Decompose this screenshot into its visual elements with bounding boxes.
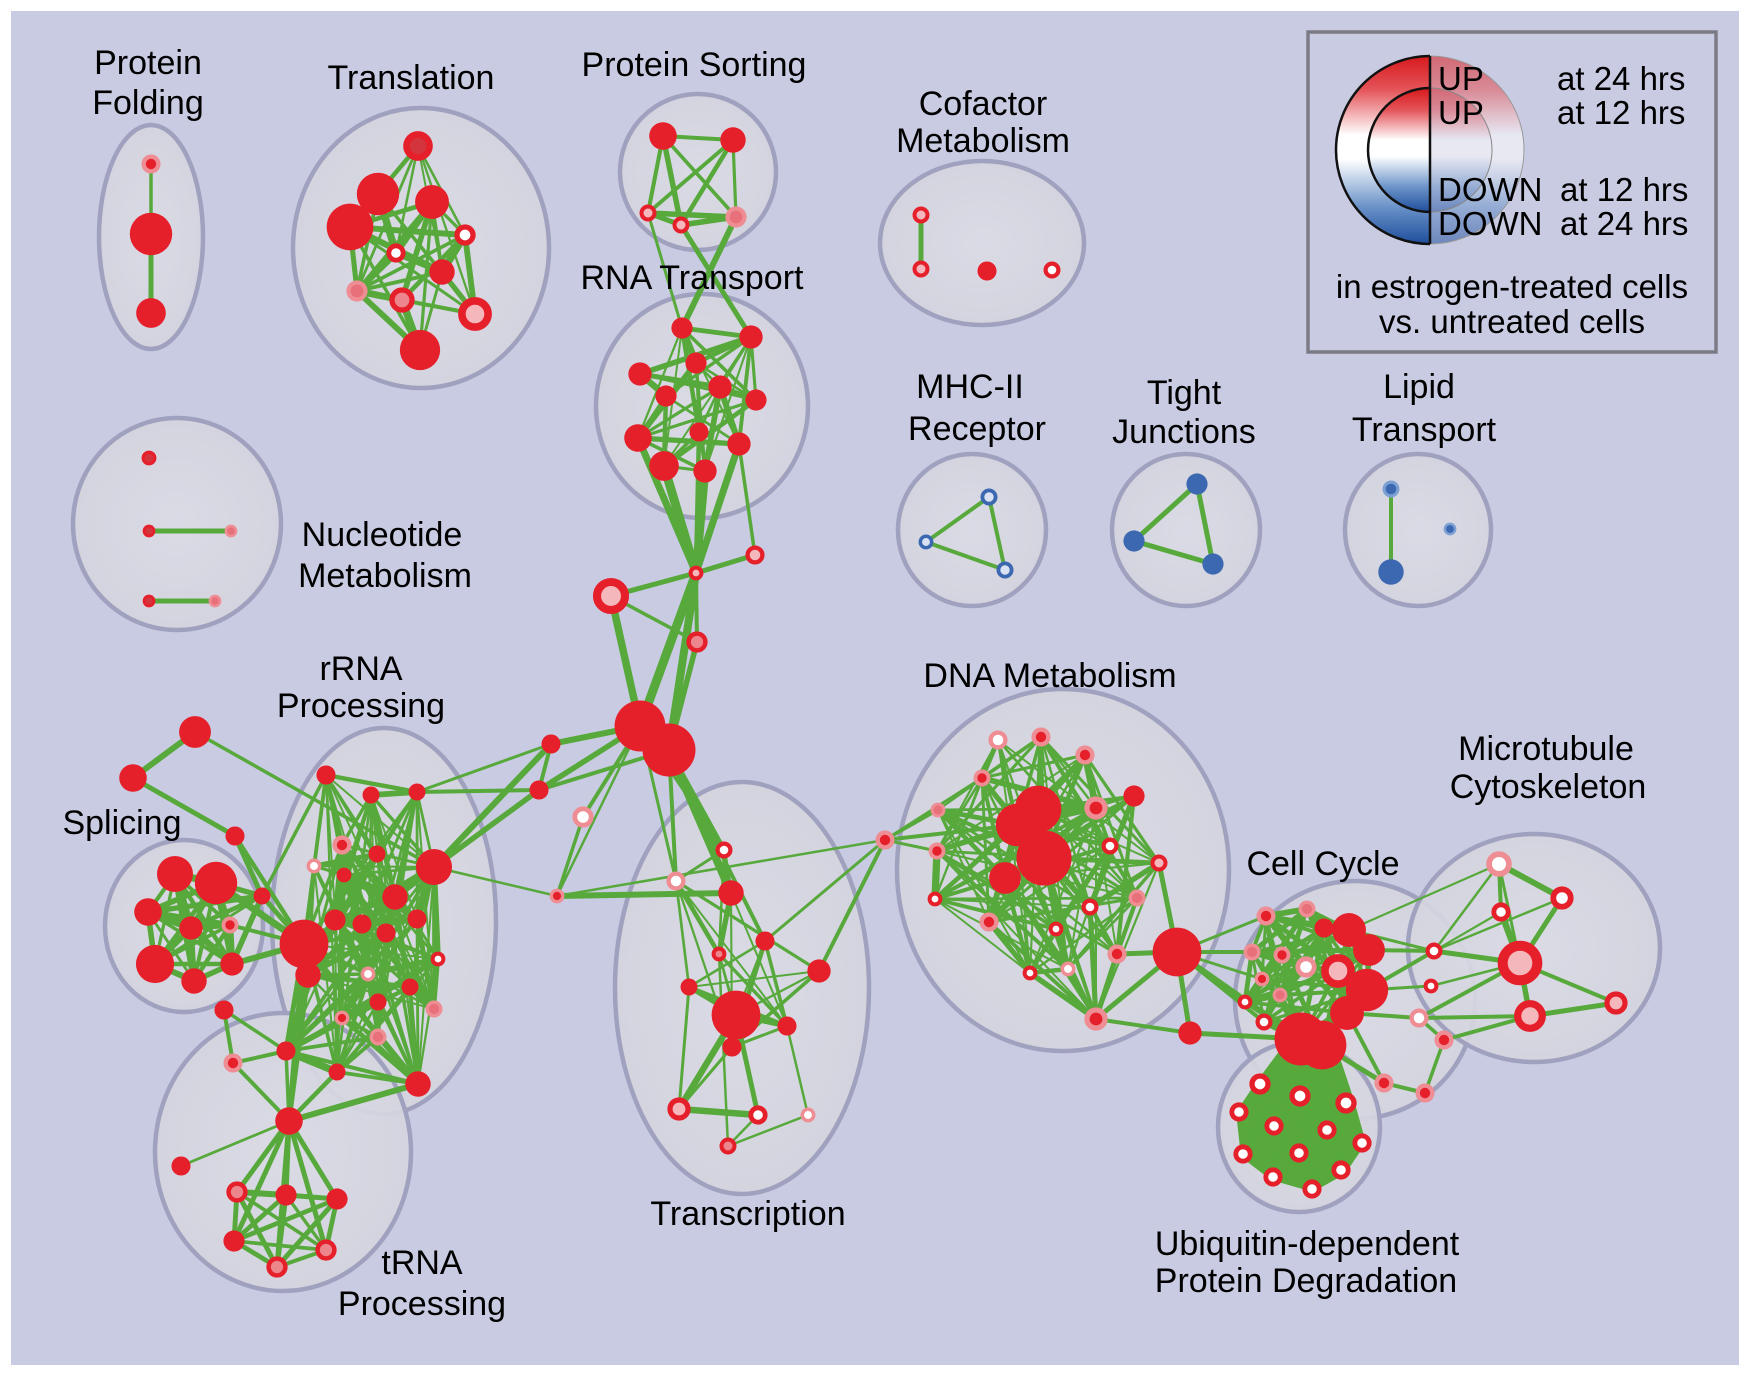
svg-text:Metabolism: Metabolism [298, 557, 472, 595]
svg-text:vs. untreated cells: vs. untreated cells [1379, 303, 1645, 340]
svg-text:Metabolism: Metabolism [896, 122, 1070, 160]
svg-text:DOWN: DOWN [1438, 171, 1542, 208]
svg-text:Processing: Processing [338, 1285, 506, 1323]
svg-text:Nucleotide: Nucleotide [302, 516, 463, 554]
svg-text:Tight: Tight [1147, 374, 1222, 412]
svg-text:Cofactor: Cofactor [919, 85, 1048, 123]
svg-text:DOWN: DOWN [1438, 205, 1542, 242]
svg-text:rRNA: rRNA [319, 650, 402, 688]
svg-text:at 24 hrs: at 24 hrs [1557, 60, 1685, 97]
svg-text:at 24 hrs: at 24 hrs [1560, 205, 1688, 242]
svg-text:Ubiquitin-dependent: Ubiquitin-dependent [1155, 1225, 1460, 1263]
svg-text:Transcription: Transcription [650, 1195, 845, 1233]
svg-text:Microtubule: Microtubule [1458, 730, 1634, 768]
svg-text:Protein Degradation: Protein Degradation [1155, 1262, 1457, 1300]
svg-text:Receptor: Receptor [908, 410, 1046, 448]
svg-text:MHC-II: MHC-II [916, 368, 1024, 406]
svg-text:Transport: Transport [1352, 411, 1497, 449]
svg-text:Cytoskeleton: Cytoskeleton [1450, 768, 1647, 806]
svg-text:Protein Sorting: Protein Sorting [582, 46, 807, 84]
svg-text:tRNA: tRNA [381, 1244, 463, 1282]
svg-text:Junctions: Junctions [1112, 413, 1256, 451]
svg-text:Cell Cycle: Cell Cycle [1246, 845, 1399, 883]
svg-text:at 12 hrs: at 12 hrs [1560, 171, 1688, 208]
svg-text:DNA Metabolism: DNA Metabolism [923, 657, 1176, 695]
svg-text:UP: UP [1438, 60, 1484, 97]
svg-text:Lipid: Lipid [1383, 368, 1455, 406]
svg-text:at 12 hrs: at 12 hrs [1557, 94, 1685, 131]
svg-text:UP: UP [1438, 94, 1484, 131]
svg-text:Splicing: Splicing [62, 804, 181, 842]
svg-text:RNA Transport: RNA Transport [581, 259, 805, 297]
svg-text:Protein: Protein [94, 44, 202, 82]
svg-text:Processing: Processing [277, 687, 445, 725]
svg-text:in estrogen-treated cells: in estrogen-treated cells [1336, 268, 1688, 305]
svg-text:Translation: Translation [328, 59, 495, 97]
svg-text:Folding: Folding [92, 84, 204, 122]
